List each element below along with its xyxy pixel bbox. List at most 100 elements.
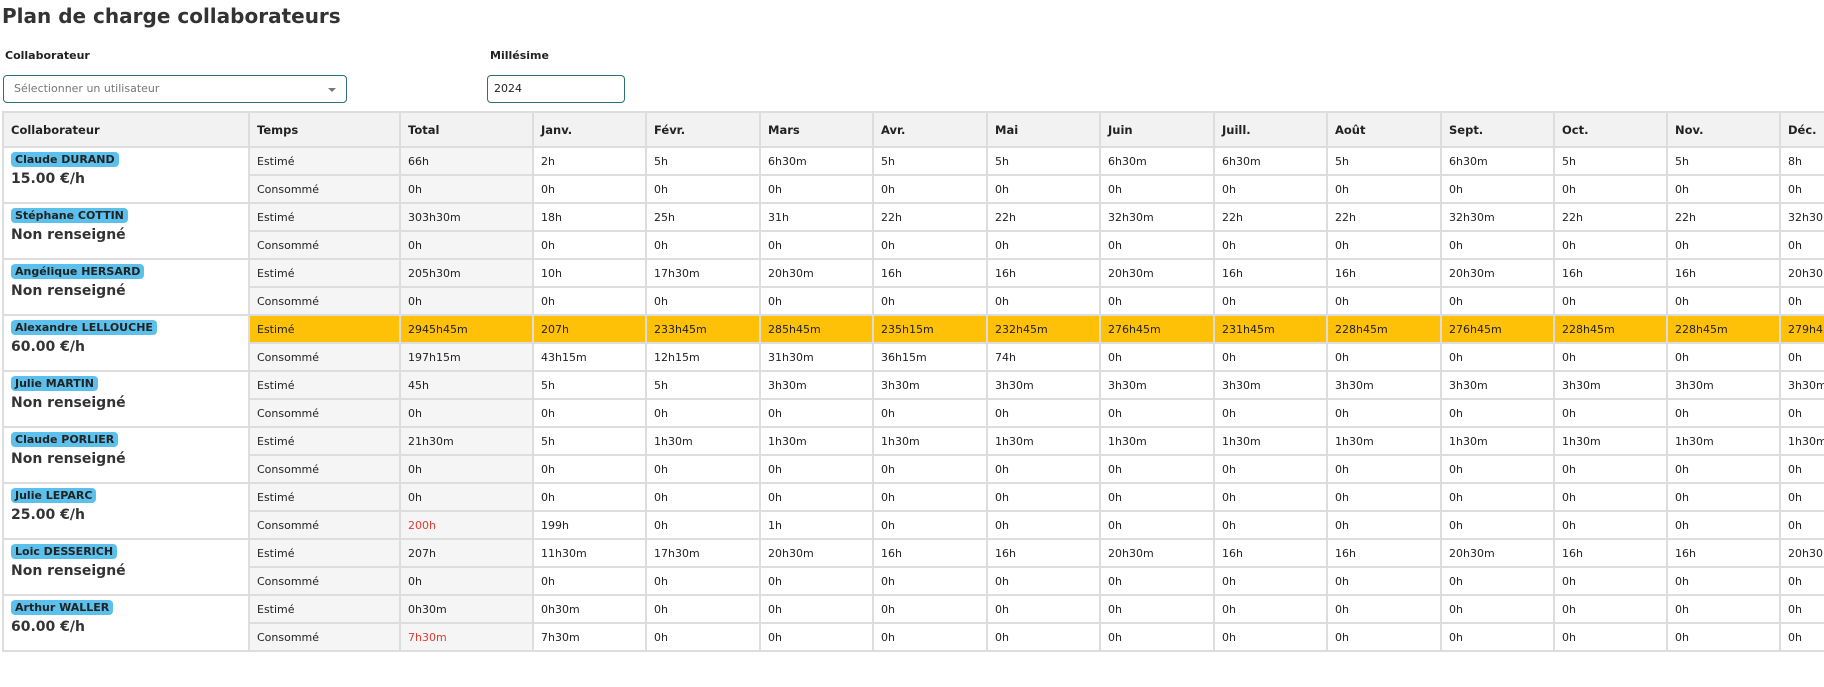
month-cell: 0h (1553, 622, 1668, 652)
total-cell: 0h (399, 286, 534, 316)
month-cell: 285h45m (759, 314, 874, 344)
month-cell: 6h30m (1099, 146, 1215, 176)
month-cell: 0h (1440, 594, 1555, 624)
month-cell: 0h (1326, 510, 1442, 540)
month-cell: 0h (1099, 594, 1215, 624)
column-header: Nov. (1666, 111, 1781, 148)
month-cell: 0h (986, 482, 1101, 512)
month-cell: 8h (1779, 146, 1824, 176)
month-cell: 0h (1666, 286, 1781, 316)
month-cell: 0h (532, 230, 647, 260)
month-cell: 0h (1099, 510, 1215, 540)
month-cell: 20h30m (1440, 538, 1555, 568)
month-cell: 0h (645, 398, 761, 428)
month-cell: 0h (1440, 174, 1555, 204)
month-cell: 0h (1099, 566, 1215, 596)
column-header: Janv. (532, 111, 647, 148)
month-cell: 5h (645, 146, 761, 176)
hourly-rate: Non renseigné (11, 395, 126, 411)
month-cell: 0h (986, 230, 1101, 260)
month-cell: 0h (986, 510, 1101, 540)
table-row: Angélique HERSARD Non renseigné Estimé 205h… (2, 258, 1824, 316)
month-cell: 0h (1779, 286, 1824, 316)
total-cell: 45h (399, 370, 534, 400)
month-cell: 0h (1213, 230, 1328, 260)
month-cell: 10h (532, 258, 647, 288)
month-cell: 228h45m (1553, 314, 1668, 344)
month-cell: 5h (1553, 146, 1668, 176)
time-type: Consommé (248, 454, 401, 484)
month-cell: 0h (1213, 454, 1328, 484)
total-cell: 0h30m (399, 594, 534, 624)
month-cell: 0h (1099, 398, 1215, 428)
month-cell: 0h (532, 566, 647, 596)
month-cell: 276h45m (1440, 314, 1555, 344)
month-cell: 43h15m (532, 342, 647, 372)
month-cell: 0h (1213, 510, 1328, 540)
collaborator-cell: Julie LEPARC 25.00 €/h (2, 482, 250, 540)
table-row: Consommé 7h30m 7h30m 0h 0h 0h 0h 0h 0h 0h 0h 0h 0h 0h (3, 622, 1824, 652)
hourly-rate: Non renseigné (11, 283, 126, 299)
month-cell: 11h30m (532, 538, 647, 568)
month-cell: 20h30m (1099, 258, 1215, 288)
month-cell: 0h (1213, 566, 1328, 596)
month-cell: 16h (1326, 538, 1442, 568)
month-cell: 7h30m (532, 622, 647, 652)
month-cell: 0h (1326, 566, 1442, 596)
total-cell: 21h30m (399, 426, 534, 456)
month-cell: 0h (872, 174, 988, 204)
month-cell: 0h (532, 398, 647, 428)
month-cell: 3h30m (872, 370, 988, 400)
month-cell: 0h (1099, 622, 1215, 652)
month-cell: 17h30m (645, 258, 761, 288)
month-cell: 0h (1666, 342, 1781, 372)
column-header: Collaborateur (2, 111, 250, 148)
collaborator-cell: Claude DURAND 15.00 €/h (2, 146, 250, 204)
month-cell: 16h (872, 258, 988, 288)
time-type: Consommé (248, 510, 401, 540)
month-cell: 12h15m (645, 342, 761, 372)
column-header: Total (399, 111, 534, 148)
hourly-rate: Non renseigné (11, 451, 126, 467)
month-cell: 0h (1666, 510, 1781, 540)
month-cell: 16h (986, 258, 1101, 288)
column-header: Déc. (1779, 111, 1824, 148)
total-cell: 205h30m (399, 258, 534, 288)
month-cell: 0h (1440, 398, 1555, 428)
month-cell: 0h (532, 286, 647, 316)
month-cell: 16h (1666, 538, 1781, 568)
month-cell: 0h (759, 594, 874, 624)
total-cell: 0h (399, 174, 534, 204)
month-cell: 3h30m (759, 370, 874, 400)
month-cell: 0h (1779, 454, 1824, 484)
month-cell: 1h30m (986, 426, 1101, 456)
month-cell: 0h (645, 286, 761, 316)
month-cell: 0h (1440, 286, 1555, 316)
table-row: Alexandre LELLOUCHE 60.00 €/h Estimé 2945h4… (2, 314, 1824, 372)
collaborator-name: Stéphane COTTIN (11, 208, 128, 223)
time-type: Consommé (248, 286, 401, 316)
month-cell: 32h30m (1440, 202, 1555, 232)
month-cell: 0h (1666, 594, 1781, 624)
month-cell: 1h30m (645, 426, 761, 456)
hourly-rate: 60.00 €/h (11, 339, 85, 355)
month-cell: 0h (1326, 230, 1442, 260)
month-cell: 20h30m (1099, 538, 1215, 568)
hourly-rate: Non renseigné (11, 227, 126, 243)
month-cell: 0h (1326, 622, 1442, 652)
month-cell: 31h30m (759, 342, 874, 372)
table-row: Consommé 0h 0h 0h 0h 0h 0h 0h 0h 0h 0h 0h 0h 0h (3, 398, 1824, 428)
month-cell: 0h (986, 594, 1101, 624)
month-cell: 5h (532, 426, 647, 456)
hourly-rate: 60.00 €/h (11, 619, 85, 635)
total-cell: 303h30m (399, 202, 534, 232)
user-select[interactable]: Sélectionner un utilisateur (3, 75, 347, 103)
month-cell: 0h30m (532, 594, 647, 624)
collaborator-cell: Claude PORLIER Non renseigné (2, 426, 250, 484)
month-cell: 22h (986, 202, 1101, 232)
month-cell: 0h (1666, 482, 1781, 512)
column-header: Juill. (1213, 111, 1328, 148)
month-cell: 0h (872, 230, 988, 260)
year-input[interactable]: 2024 (487, 75, 625, 103)
month-cell: 228h45m (1326, 314, 1442, 344)
